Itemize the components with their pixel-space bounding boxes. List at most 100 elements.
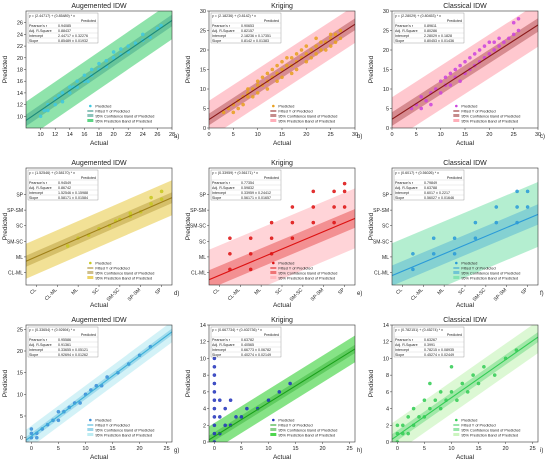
y-tick-label: 10: [17, 392, 23, 398]
stats-table: y = (0.782151) + (0.45274) * x Predicted P…: [393, 326, 465, 358]
data-point: [270, 67, 275, 72]
stats-header: Predicted: [447, 176, 462, 180]
y-tick-label: 20: [200, 48, 206, 54]
plot-frame: [25, 324, 173, 443]
data-point: [494, 205, 499, 209]
y-tick-label: 14: [200, 323, 206, 329]
x-tick-label: 25: [530, 446, 536, 452]
chart-title: Kriging: [271, 317, 293, 324]
stats-value: 0.8142 ± 0.01383: [241, 39, 269, 43]
stats-header: Predicted: [264, 176, 279, 180]
y-tick-label: 30: [200, 9, 206, 15]
y-axis-label: Predicted: [2, 55, 9, 83]
legend-label: 95% Prediction Band of Predicted: [461, 277, 518, 281]
legend-label: 95% Prediction Band of Predicted: [278, 120, 335, 124]
data-point: [246, 95, 250, 99]
x-tick-label: 30: [352, 132, 358, 138]
prediction-band: [392, 182, 538, 285]
x-tick-label: 0: [213, 446, 216, 452]
data-point: [438, 390, 443, 394]
y-tick-label: SP-SM: [373, 208, 389, 214]
data-point: [476, 381, 481, 386]
data-point: [212, 365, 217, 369]
data-point: [212, 356, 217, 361]
data-point: [431, 236, 436, 240]
x-tick-label: 15: [475, 446, 481, 452]
stats-name: Intercept: [395, 348, 409, 352]
x-tick-label: ML: [70, 287, 79, 296]
data-point: [342, 205, 347, 209]
prediction-band: [209, 188, 355, 285]
data-point: [288, 381, 292, 386]
x-tick-label: SC: [274, 287, 283, 296]
y-tick-label: CL-ML: [374, 271, 389, 277]
data-point: [494, 220, 499, 225]
panel-label: i): [540, 448, 543, 454]
x-tick-label: 15: [109, 446, 115, 452]
data-point: [438, 79, 443, 83]
data-point: [428, 381, 432, 386]
x-tick-label: 5: [57, 446, 60, 452]
data-point: [97, 61, 101, 66]
equation: y = (0.33959) + (0.56171) * x: [212, 171, 258, 175]
plot-area: [209, 335, 355, 442]
legend-label: 95% Confidence Band of Predicted: [461, 272, 520, 276]
chart-title: Augemented IDW: [71, 160, 127, 167]
chart-svg: Kriging CL CL-ML ML SC SM-SC SP-SM SP CL-ML ML SC S…: [185, 160, 362, 309]
stats-value: 0.80453 ± 0.01436: [424, 39, 454, 43]
y-tick-label: 15: [200, 68, 206, 74]
legend-label: 95% Confidence Band of Predicted: [461, 429, 520, 433]
chart-title: Classical IDW: [443, 317, 487, 324]
data-point: [424, 98, 428, 103]
stats-table: y = (0.33654) + (0.92694) * x Predicted Pe…: [27, 326, 99, 358]
x-axis-label: Actual: [456, 302, 475, 309]
x-tick-label: SP-SM: [493, 287, 508, 302]
y-tick-label: 8: [203, 373, 206, 379]
data-point: [431, 252, 436, 256]
data-point: [255, 79, 260, 83]
stats-name: Intercept: [29, 191, 43, 195]
stats-name: Adj. R-Square: [395, 186, 418, 190]
data-point: [452, 236, 457, 240]
equation: y = (0.782151) + (0.45274) * x: [395, 328, 443, 332]
stats-name: Slope: [212, 196, 221, 200]
stats-value: 1.52546 ± 0.15988: [58, 191, 88, 195]
legend-label: 95% Confidence Band of Predicted: [461, 115, 520, 119]
data-point: [449, 390, 454, 394]
y-tick-label: 0: [386, 440, 389, 446]
data-point: [266, 398, 271, 402]
data-point: [395, 440, 400, 442]
stats-value: 0.89611: [424, 24, 437, 28]
data-point: [212, 440, 217, 442]
x-tick-label: 20: [502, 446, 508, 452]
equation: y = (0.667734) + (0.402736) * x: [212, 328, 262, 332]
legend-marker: [270, 114, 277, 117]
stats-value: 0.59832: [241, 186, 254, 190]
stats-value: 0.63788: [424, 186, 437, 190]
legend-label: Fitted Y of Predicted: [461, 267, 495, 271]
x-tick-label: 15: [462, 132, 468, 138]
chart-title: Classical IDW: [443, 160, 487, 167]
y-axis-label: Predicted: [2, 212, 9, 240]
panel-h: Kriging 0 5 10 15 20 25 0 2 4 6 8 10 12 14 Actual Predic…: [183, 314, 366, 471]
data-point: [338, 28, 343, 33]
data-point: [406, 431, 411, 436]
data-point: [333, 40, 338, 45]
stats-name: Slope: [29, 353, 38, 357]
y-tick-label: SC: [199, 239, 206, 245]
data-point: [38, 114, 43, 119]
stats-value: 2.18236 ± 0.17351: [241, 34, 271, 38]
legend-label: 95% Prediction Band of Predicted: [95, 120, 152, 124]
stats-name: Slope: [212, 39, 221, 43]
data-point: [269, 220, 274, 225]
y-tick-label: 8: [386, 373, 389, 379]
legend-marker: [89, 418, 92, 422]
data-point: [406, 415, 411, 419]
y-tick-label: 25: [17, 327, 23, 333]
data-point: [460, 381, 465, 386]
data-point: [56, 409, 61, 414]
y-tick-label: SP: [382, 193, 389, 199]
panel-label: g): [174, 448, 179, 454]
panel-label: d): [174, 291, 179, 297]
